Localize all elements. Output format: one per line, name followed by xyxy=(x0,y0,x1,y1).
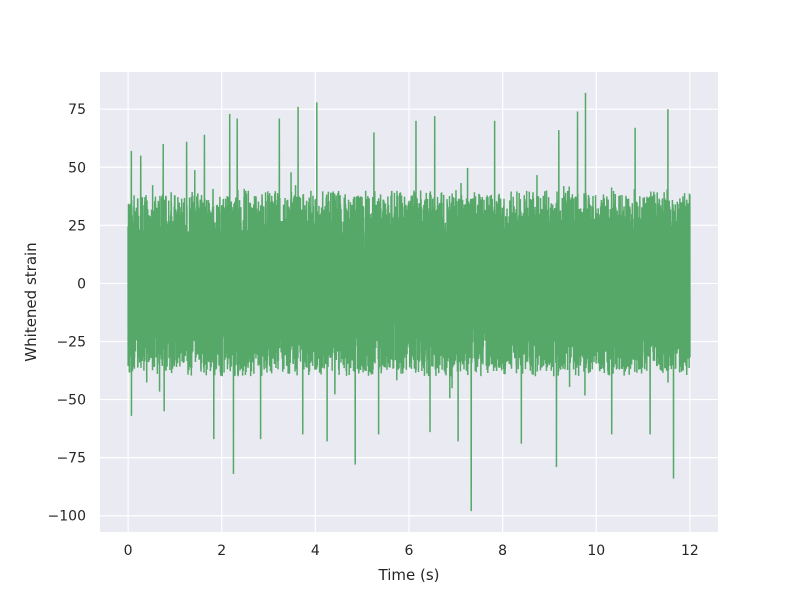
y-tick-label: −75 xyxy=(56,451,86,467)
tick-labels: 0 2 4 6 8 10 12 −100 −75 −50 −25 0 25 50 75 xyxy=(48,102,699,559)
y-tick-label: 75 xyxy=(68,102,86,118)
y-tick-label: −50 xyxy=(56,393,86,409)
y-tick-label: 25 xyxy=(68,218,86,234)
x-tick-label: 12 xyxy=(681,543,699,559)
x-tick-label: 0 xyxy=(124,543,133,559)
x-tick-label: 6 xyxy=(405,543,414,559)
series-layer xyxy=(127,92,691,512)
y-tick-label: −100 xyxy=(48,509,86,525)
x-axis-label: Time (s) xyxy=(378,566,440,584)
x-tick-label: 10 xyxy=(587,543,605,559)
strain-series-line xyxy=(127,92,691,512)
y-tick-label: 0 xyxy=(77,276,86,292)
x-tick-label: 2 xyxy=(217,543,226,559)
y-axis-label: Whitened strain xyxy=(22,242,40,361)
x-tick-label: 4 xyxy=(311,543,320,559)
y-tick-label: 50 xyxy=(68,160,86,176)
x-tick-label: 8 xyxy=(498,543,507,559)
y-tick-label: −25 xyxy=(56,334,86,350)
